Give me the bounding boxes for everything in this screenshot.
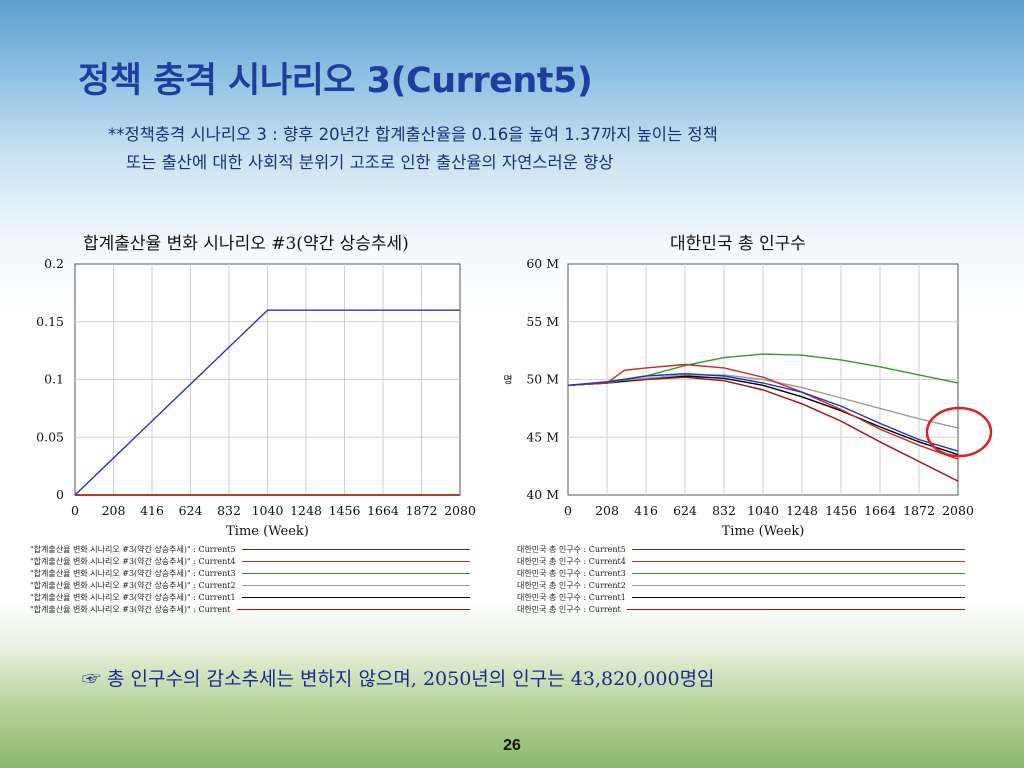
legend-entry-label: "합계출산율 변화 시나리오 #3(약간 상승추세)" : Current1 — [30, 592, 236, 602]
scenario-note: **정책충격 시나리오 3 : 향후 20년간 합계출산율을 0.16을 높여 … — [108, 121, 988, 177]
legend-entry-swatch — [241, 572, 470, 574]
conclusion-note: ☞ 총 인구수의 감소추세는 변하지 않으며, 2050년의 인구는 43,82… — [82, 668, 715, 690]
legend-entry-swatch — [631, 596, 965, 598]
left-x-tick-label: 1248 — [290, 503, 322, 518]
legend-entry: 대한민국 총 인구수 : Current — [517, 603, 965, 615]
right-x-tick-label: 0 — [564, 503, 572, 518]
legend-entry: "합계출산율 변화 시나리오 #3(약간 상승추세)" : Current4 — [30, 555, 470, 567]
right-x-tick-label: 624 — [673, 503, 697, 518]
right-x-axis-label: Time (Week) — [722, 524, 805, 539]
legend-entry-swatch — [241, 584, 470, 586]
legend-entry-label: 대한민국 총 인구수 : Current2 — [517, 580, 626, 590]
legend-entry-label: 대한민국 총 인구수 : Current4 — [517, 556, 626, 566]
legend-entry: 대한민국 총 인구수 : Current4 — [517, 555, 965, 567]
right-chart-legend: 대한민국 총 인구수 : Current5 대한민국 총 인구수 : Curren… — [517, 543, 965, 615]
right-x-tick-label: 208 — [595, 503, 619, 518]
right-series-current — [567, 376, 959, 482]
right-x-tick-label: 832 — [712, 503, 736, 518]
legend-entry-swatch — [241, 596, 470, 598]
slide-title: 정책 충격 시나리오 3(Current5) — [78, 61, 593, 101]
legend-entry-swatch — [631, 548, 965, 550]
legend-entry-label: "합계출산율 변화 시나리오 #3(약간 상승추세)" : Current3 — [30, 568, 236, 578]
legend-entry-label: 대한민국 총 인구수 : Current3 — [517, 568, 626, 578]
left-x-tick-label: 416 — [140, 503, 164, 518]
legend-entry-swatch — [241, 560, 470, 562]
right-x-tick-label: 1248 — [786, 503, 818, 518]
right-y-tick-label: 40 M — [526, 487, 559, 502]
legend-entry-label: 대한민국 총 인구수 : Current5 — [517, 544, 626, 554]
left-chart-legend: "합계출산율 변화 시나리오 #3(약간 상승추세)" : Current5 "합… — [30, 543, 470, 615]
legend-entry-label: 대한민국 총 인구수 : Current1 — [517, 592, 626, 602]
left-x-axis-label: Time (Week) — [226, 524, 309, 539]
right-x-tick-label: 1872 — [903, 503, 935, 518]
left-x-tick-label: 1040 — [252, 503, 284, 518]
legend-entry: 대한민국 총 인구수 : Current1 — [517, 591, 965, 603]
legend-entry-label: "합계출산율 변화 시나리오 #3(약간 상승추세)" : Current2 — [30, 580, 236, 590]
right-y-axis-label: 명 — [503, 375, 512, 387]
legend-entry-swatch — [631, 560, 965, 562]
legend-entry: "합계출산율 변화 시나리오 #3(약간 상승추세)" : Current2 — [30, 579, 470, 591]
population-chart: 0 208 416 624 832 1040 1248 1456 1664 1872 2080 40 … — [503, 256, 993, 539]
left-x-tick-label: 0 — [71, 503, 79, 518]
right-series-current2 — [567, 374, 959, 429]
right-x-tick-label: 1664 — [864, 503, 896, 518]
right-x-tick-label: 1040 — [747, 503, 779, 518]
right-y-tick-label: 55 M — [526, 314, 559, 329]
legend-entry: 대한민국 총 인구수 : Current3 — [517, 567, 965, 579]
legend-entry-label: 대한민국 총 인구수 : Current — [517, 604, 621, 614]
fertility-rate-chart: 0 208 416 624 832 1040 1248 1456 1664 1872 2080 0 0.… — [36, 256, 476, 539]
legend-entry: 대한민국 총 인구수 : Current2 — [517, 579, 965, 591]
legend-entry: "합계출산율 변화 시나리오 #3(약간 상승추세)" : Current — [30, 603, 470, 615]
right-x-tick-label: 1456 — [825, 503, 857, 518]
legend-entry-swatch — [631, 572, 965, 574]
legend-entry: "합계출산율 변화 시나리오 #3(약간 상승추세)" : Current5 — [30, 543, 470, 555]
right-highlight-circle — [925, 406, 993, 458]
left-y-tick-label: 0.05 — [36, 429, 64, 444]
right-chart-title: 대한민국 총 인구수 — [670, 234, 806, 254]
legend-entry-label: "합계출산율 변화 시나리오 #3(약간 상승추세)" : Current — [30, 604, 231, 614]
legend-entry: "합계출산율 변화 시나리오 #3(약간 상승추세)" : Current1 — [30, 591, 470, 603]
left-x-tick-label: 208 — [102, 503, 126, 518]
legend-entry: 대한민국 총 인구수 : Current5 — [517, 543, 965, 555]
left-x-tick-label: 2080 — [444, 503, 476, 518]
left-x-tick-label: 1664 — [367, 503, 399, 518]
right-y-tick-label: 60 M — [526, 256, 559, 271]
right-x-tick-label: 2080 — [942, 503, 974, 518]
left-x-tick-label: 832 — [217, 503, 241, 518]
left-y-tick-label: 0.1 — [44, 372, 64, 387]
left-series-current5 — [74, 309, 460, 496]
legend-entry-swatch — [236, 608, 470, 610]
left-chart-title: 합계출산율 변화 시나리오 #3(약간 상승추세) — [83, 234, 409, 254]
right-y-tick-label: 50 M — [526, 372, 559, 387]
legend-entry-swatch — [631, 584, 965, 586]
scenario-note-line-1: **정책충격 시나리오 3 : 향후 20년간 합계출산율을 0.16을 높여 … — [108, 125, 718, 144]
legend-entry: "합계출산율 변화 시나리오 #3(약간 상승추세)" : Current3 — [30, 567, 470, 579]
right-x-tick-label: 416 — [634, 503, 658, 518]
left-y-tick-label: 0 — [56, 487, 64, 502]
legend-entry-swatch — [626, 608, 965, 610]
left-x-tick-label: 1872 — [406, 503, 438, 518]
left-y-tick-label: 0.2 — [44, 256, 64, 271]
legend-entry-label: "합계출산율 변화 시나리오 #3(약간 상승추세)" : Current5 — [30, 544, 236, 554]
left-y-tick-label: 0.15 — [36, 314, 64, 329]
legend-entry-swatch — [241, 548, 470, 550]
right-series-current5 — [567, 373, 959, 452]
left-x-tick-label: 624 — [179, 503, 203, 518]
scenario-note-line-2: 또는 출산에 대한 사회적 분위기 고조로 인한 출산율의 자연스러운 향상 — [126, 153, 614, 172]
legend-entry-label: "합계출산율 변화 시나리오 #3(약간 상승추세)" : Current4 — [30, 556, 236, 566]
right-series-current4 — [567, 363, 959, 460]
right-y-tick-label: 45 M — [526, 429, 559, 444]
page-number: 26 — [503, 737, 521, 754]
left-x-tick-label: 1456 — [329, 503, 361, 518]
